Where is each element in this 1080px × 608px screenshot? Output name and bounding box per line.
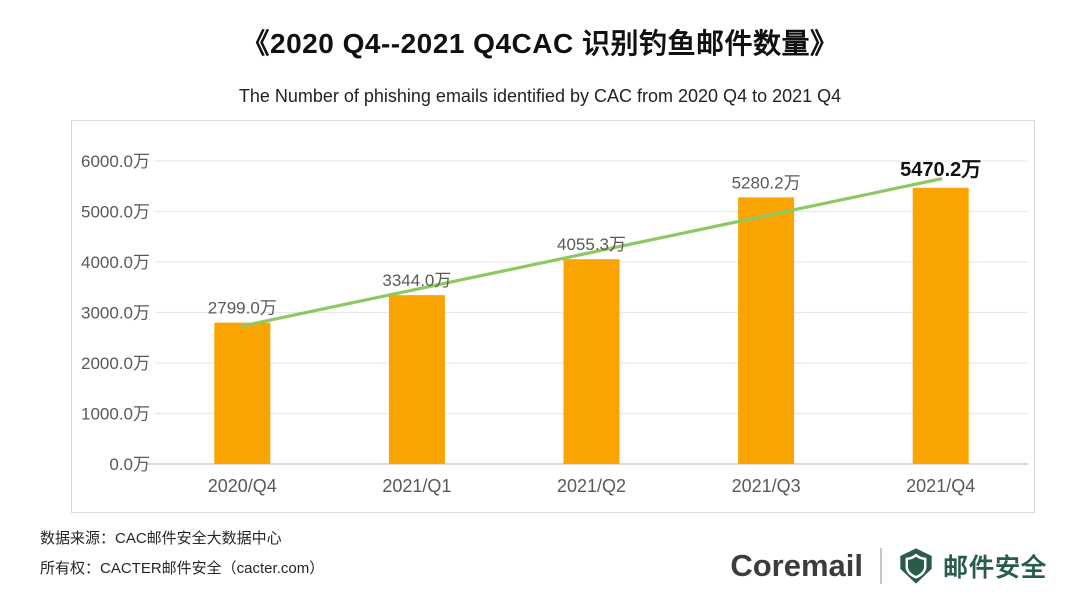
shield-icon: [900, 548, 932, 584]
page-subtitle: The Number of phishing emails identified…: [238, 86, 842, 106]
bar-chart: 0.0万 1000.0万 2000.0万 3000.0万 4000.0万 5000.0万 6…: [81, 152, 1028, 496]
chart-panel: 0.0万 1000.0万 2000.0万 3000.0万 4000.0万 5000.0万 6…: [71, 120, 1035, 513]
bar-2021/Q2: [563, 259, 620, 464]
y-axis-tick-label: 0.0万: [109, 455, 150, 474]
y-axis-tick-label: 1000.0万: [81, 405, 150, 424]
x-axis-label: 2021/Q3: [732, 476, 801, 496]
bar-2021/Q4: [912, 187, 969, 465]
trendline: [240, 177, 943, 328]
y-axis-tick-label: 5000.0万: [81, 203, 150, 222]
ownership-text: 所有权：CACTER邮件安全（cacter.com）: [40, 560, 325, 577]
bar-2020/Q4: [214, 322, 271, 464]
x-axis-label: 2020/Q4: [208, 476, 277, 496]
bar-value-label: 4055.3万: [557, 235, 626, 254]
y-axis-tick-label: 4000.0万: [81, 253, 150, 272]
coremail-logo: Coremail 邮件安全: [730, 547, 1047, 585]
bar-value-label: 5280.2万: [732, 173, 801, 192]
y-axis-tick-label: 6000.0万: [81, 152, 150, 171]
y-axis-tick-label: 3000.0万: [81, 304, 150, 323]
page-title: 《2020 Q4--2021 Q4CAC 识别钓鱼邮件数量》: [241, 28, 839, 59]
product-name: 邮件安全: [942, 554, 1047, 582]
y-axis-tick-label: 2000.0万: [81, 354, 150, 373]
bar-value-label: 2799.0万: [208, 299, 277, 318]
bar-2021/Q1: [388, 295, 445, 464]
data-source-text: 数据来源：CAC邮件安全大数据中心: [40, 530, 282, 547]
x-axis-label: 2021/Q4: [906, 476, 975, 496]
bar-value-label: 5470.2万: [900, 159, 981, 181]
x-axis-label: 2021/Q2: [557, 476, 626, 496]
logo-divider: [879, 548, 882, 584]
bar-2021/Q3: [738, 197, 795, 464]
bar-value-label: 3344.0万: [382, 271, 451, 290]
coremail-wordmark: Coremail: [730, 548, 863, 583]
footer-text-block: 数据来源：CAC邮件安全大数据中心 所有权：CACTER邮件安全（cacter.…: [40, 524, 324, 584]
x-axis-label: 2021/Q1: [382, 476, 451, 496]
